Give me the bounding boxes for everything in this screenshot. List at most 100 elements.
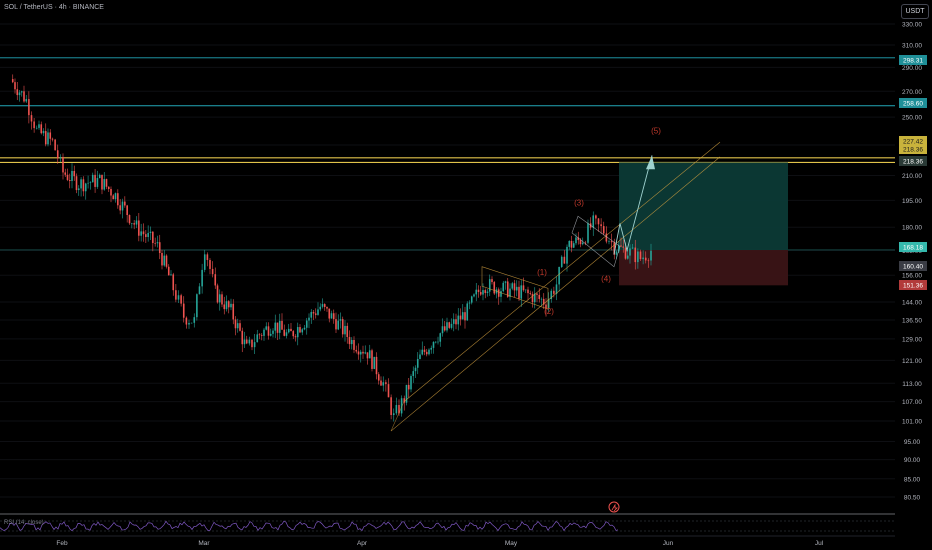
candle-body bbox=[332, 313, 335, 320]
candle-body bbox=[575, 237, 577, 244]
candle-body bbox=[321, 304, 324, 307]
candle-body bbox=[138, 220, 140, 236]
candle-body bbox=[502, 282, 505, 292]
candle-body bbox=[201, 269, 203, 287]
candle-body bbox=[18, 92, 21, 96]
wave-label: (1) bbox=[537, 268, 547, 277]
candle-body bbox=[49, 132, 52, 139]
candle-body bbox=[563, 256, 566, 264]
arrow-head bbox=[646, 155, 655, 170]
candle-body bbox=[158, 242, 161, 254]
candle-body bbox=[468, 302, 471, 304]
wave-label: (2) bbox=[544, 307, 554, 316]
candle-body bbox=[364, 352, 367, 354]
candle-body bbox=[170, 274, 172, 276]
time-tick-label: May bbox=[505, 540, 518, 547]
stop-zone bbox=[619, 249, 788, 286]
candle-body bbox=[642, 257, 644, 260]
candle-body bbox=[421, 349, 424, 355]
candle-body bbox=[441, 326, 444, 334]
price-tick-label: 95.00 bbox=[904, 439, 921, 446]
candle-body bbox=[253, 342, 256, 348]
candle-body bbox=[382, 382, 385, 386]
candle-body bbox=[198, 286, 201, 295]
candle-body bbox=[251, 339, 253, 348]
rsi-label: RSI (14, close) bbox=[4, 520, 44, 526]
candle-body bbox=[281, 320, 283, 330]
candle-body bbox=[203, 254, 206, 270]
candle-body bbox=[650, 250, 652, 261]
candle-body bbox=[234, 319, 237, 329]
price-tag-label: 168.18 bbox=[903, 245, 923, 252]
candle-body bbox=[314, 313, 317, 315]
candle-body bbox=[154, 243, 156, 244]
candle-body bbox=[140, 231, 142, 236]
price-tick-label: 270.00 bbox=[902, 89, 922, 96]
candle-body bbox=[119, 205, 121, 211]
candle-body bbox=[570, 240, 573, 248]
price-tag-label: 160.40 bbox=[903, 264, 923, 271]
candle-body bbox=[477, 289, 480, 293]
candle-body bbox=[545, 304, 547, 309]
candle-body bbox=[16, 89, 19, 96]
candle-body bbox=[461, 312, 464, 320]
candle-body bbox=[305, 320, 308, 328]
candle-body bbox=[400, 398, 403, 414]
candle-body bbox=[464, 312, 466, 321]
candle-body bbox=[558, 266, 560, 285]
flag-channel-2 bbox=[571, 215, 621, 268]
time-tick-label: Jul bbox=[815, 540, 824, 547]
candle-body bbox=[423, 349, 426, 352]
grid bbox=[0, 23, 895, 498]
drawings: (1) (2) (3) (4) (5) bbox=[390, 127, 721, 432]
candle-body bbox=[533, 293, 536, 303]
candle-body bbox=[568, 240, 571, 247]
candle-body bbox=[403, 398, 406, 403]
candle-body bbox=[375, 356, 378, 375]
candle-body bbox=[486, 291, 489, 293]
candle-body bbox=[245, 339, 248, 344]
candle-body bbox=[239, 323, 241, 331]
candle-body bbox=[265, 326, 268, 330]
candle-body bbox=[390, 397, 392, 415]
candle-body bbox=[634, 247, 637, 263]
price-tick-label: 180.00 bbox=[902, 225, 922, 232]
candle-body bbox=[20, 91, 23, 93]
candle-body bbox=[290, 328, 292, 332]
candle-body bbox=[500, 291, 502, 297]
candle-body bbox=[506, 281, 509, 297]
currency-button[interactable]: USDT bbox=[901, 4, 929, 19]
candle-body bbox=[579, 240, 582, 245]
candle-body bbox=[33, 121, 35, 129]
trend-channel-upper bbox=[403, 141, 721, 402]
candle-body bbox=[631, 247, 634, 249]
candle-body bbox=[592, 215, 595, 228]
candle-body bbox=[211, 268, 214, 275]
candle-body bbox=[35, 127, 38, 129]
candle-body bbox=[337, 320, 340, 330]
candle-body bbox=[91, 174, 94, 183]
candle-body bbox=[161, 253, 163, 266]
candle-body bbox=[206, 254, 209, 261]
candle-body bbox=[617, 245, 620, 252]
candle-body bbox=[274, 322, 277, 331]
candle-body bbox=[455, 319, 457, 325]
candle-body bbox=[439, 333, 442, 342]
candle-body bbox=[185, 317, 188, 325]
target-zone bbox=[619, 162, 788, 250]
candle-body bbox=[241, 330, 244, 345]
candle-body bbox=[77, 188, 80, 191]
candle-body bbox=[296, 327, 299, 338]
candle-body bbox=[177, 295, 180, 300]
candle-body bbox=[163, 255, 166, 266]
candle-body bbox=[236, 323, 239, 329]
candle-body bbox=[430, 347, 433, 350]
candle-body bbox=[482, 290, 484, 295]
price-tick-label: 101.00 bbox=[902, 418, 922, 425]
candle-body bbox=[230, 303, 232, 308]
candle-body bbox=[263, 329, 265, 336]
price-tag-label: 151.36 bbox=[903, 283, 923, 290]
candle-body bbox=[59, 156, 62, 159]
candle-body bbox=[550, 290, 553, 300]
